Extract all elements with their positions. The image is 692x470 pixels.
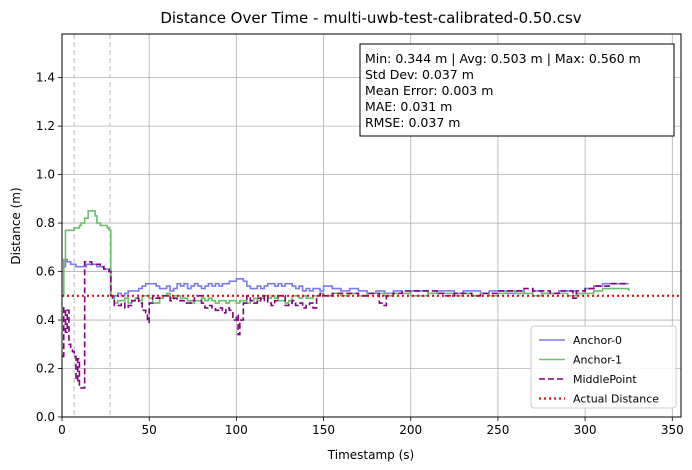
legend-label: Anchor-0 — [573, 334, 622, 347]
x-tick-label: 250 — [486, 423, 509, 437]
series-line-middlepoint — [62, 261, 629, 389]
stats-line: RMSE: 0.037 m — [365, 115, 460, 130]
stats-line: Min: 0.344 m | Avg: 0.503 m | Max: 0.560… — [365, 51, 641, 66]
y-tick-label: 0.2 — [36, 362, 55, 376]
x-tick-label: 0 — [58, 423, 66, 437]
x-axis-label: Timestamp (s) — [327, 448, 414, 462]
y-tick-label: 0.6 — [36, 265, 55, 279]
y-tick-label: 0.8 — [36, 216, 55, 230]
chart-title: Distance Over Time - multi-uwb-test-cali… — [160, 9, 581, 27]
plot-frame — [61, 33, 682, 418]
x-tick-label: 150 — [312, 423, 335, 437]
stats-box-frame — [359, 43, 675, 137]
legend: Anchor-0 Anchor-1 MiddlePoint Actual Distan… — [530, 325, 677, 409]
stats-line: Std Dev: 0.037 m — [365, 67, 474, 82]
legend-label: Actual Distance — [573, 393, 659, 406]
y-tick-label: 1.2 — [36, 119, 55, 133]
y-tick-label: 0.0 — [36, 410, 55, 424]
y-tick-label: 1.0 — [36, 168, 55, 182]
x-tick-label: 350 — [661, 423, 684, 437]
y-axis-label: Distance (m) — [9, 187, 23, 264]
stats-box: Min: 0.344 m | Avg: 0.503 m | Max: 0.560… — [359, 43, 675, 137]
stats-line: MAE: 0.031 m — [365, 99, 452, 114]
x-tick-label: 100 — [225, 423, 248, 437]
x-tick-label: 200 — [399, 423, 422, 437]
x-tick-label: 50 — [142, 423, 157, 437]
x-tick-label: 300 — [574, 423, 597, 437]
series-lines — [62, 210, 681, 389]
legend-frame — [530, 325, 677, 409]
y-tick-label: 0.4 — [36, 313, 55, 327]
axis-ticks: 0 50 100 150 200 250 300 350 0.0 0.2 0.4 0.6 0.8 1.0 1… — [36, 71, 684, 437]
legend-label: Anchor-1 — [573, 354, 622, 367]
stats-line: Mean Error: 0.003 m — [365, 83, 493, 98]
y-tick-label: 1.4 — [36, 71, 55, 85]
legend-label: MiddlePoint — [573, 373, 637, 386]
series-line-anchor-0 — [62, 258, 629, 300]
series-line-anchor-1 — [62, 210, 630, 304]
